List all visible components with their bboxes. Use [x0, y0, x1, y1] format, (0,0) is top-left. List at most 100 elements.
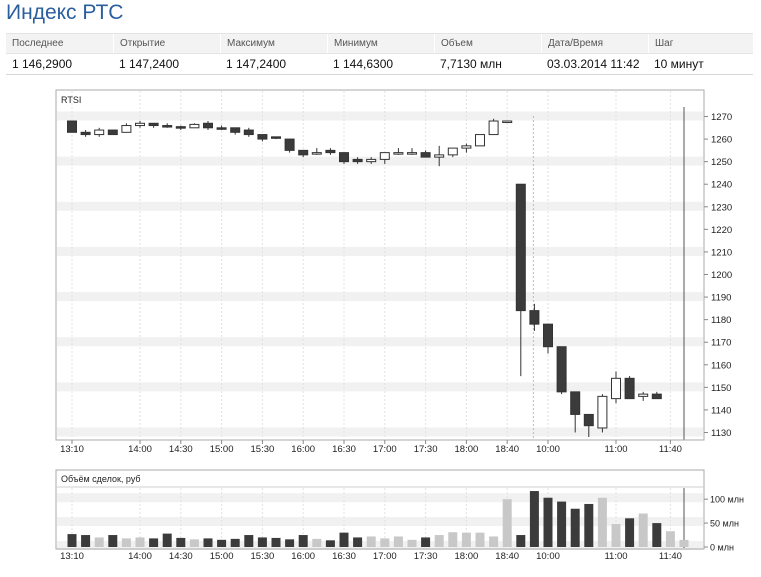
volume-bar[interactable]	[230, 538, 240, 547]
candle-body[interactable]	[203, 122, 213, 129]
volume-bar[interactable]	[285, 539, 295, 547]
candle-body[interactable]	[243, 129, 254, 136]
volume-xtick-label: 10:00	[536, 551, 560, 562]
price-ytick-label: 1170	[711, 338, 731, 349]
volume-bar[interactable]	[94, 537, 104, 547]
candle-body[interactable]	[570, 391, 581, 415]
candle-body[interactable]	[379, 152, 390, 160]
candle-body[interactable]	[556, 346, 567, 393]
candle-body[interactable]	[94, 129, 105, 136]
candle-body[interactable]	[175, 126, 186, 129]
volume-bar[interactable]	[162, 533, 172, 547]
candle-body[interactable]	[189, 123, 200, 129]
volume-bar[interactable]	[312, 538, 322, 547]
volume-bar[interactable]	[407, 539, 417, 547]
volume-bar[interactable]	[298, 535, 308, 547]
volume-bar[interactable]	[257, 537, 267, 547]
value-high: 1 147,2400	[226, 57, 287, 71]
volume-bar[interactable]	[597, 497, 607, 547]
candle-body[interactable]	[488, 120, 499, 136]
candle-body[interactable]	[135, 122, 145, 127]
candle-body[interactable]	[475, 134, 485, 147]
volume-bar[interactable]	[380, 538, 390, 547]
price-ytick-label: 1150	[711, 383, 731, 394]
volume-bar[interactable]	[81, 535, 91, 547]
candle-body[interactable]	[121, 125, 132, 133]
candle-body[interactable]	[339, 152, 349, 163]
volume-bar[interactable]	[189, 539, 199, 547]
volume-bar[interactable]	[108, 535, 118, 547]
candle-body[interactable]	[107, 129, 118, 136]
volume-bar[interactable]	[393, 536, 403, 547]
volume-bar[interactable]	[217, 539, 227, 547]
candle-body[interactable]	[407, 152, 417, 155]
candle-body[interactable]	[311, 152, 322, 155]
volume-bar[interactable]	[67, 534, 77, 547]
candle-body[interactable]	[298, 149, 309, 156]
candle-body[interactable]	[80, 131, 91, 136]
volume-bar[interactable]	[625, 518, 635, 547]
candle-body[interactable]	[583, 413, 594, 427]
candle-body[interactable]	[420, 152, 431, 158]
candle-body[interactable]	[271, 136, 281, 139]
volume-bar[interactable]	[502, 499, 512, 547]
volume-bar[interactable]	[516, 535, 526, 547]
volume-bar[interactable]	[135, 537, 145, 547]
candle-body[interactable]	[230, 127, 241, 133]
volume-bar[interactable]	[665, 531, 675, 547]
volume-bar[interactable]	[176, 537, 186, 547]
volume-bar[interactable]	[121, 538, 131, 547]
candle-body[interactable]	[216, 127, 227, 130]
volume-bar[interactable]	[366, 536, 376, 547]
volume-bar[interactable]	[529, 491, 539, 547]
candle-body[interactable]	[352, 158, 363, 163]
volume-xtick-label: 15:30	[251, 551, 275, 562]
candle-body[interactable]	[515, 183, 526, 312]
volume-bar[interactable]	[570, 508, 580, 547]
volume-bar[interactable]	[461, 532, 471, 547]
price-xtick-label: 15:30	[251, 444, 275, 455]
volume-bar[interactable]	[448, 532, 458, 547]
candle-body[interactable]	[502, 120, 513, 124]
volume-bar[interactable]	[353, 537, 363, 547]
volume-bar[interactable]	[244, 535, 254, 547]
volume-bar[interactable]	[271, 537, 281, 547]
candle-body[interactable]	[597, 395, 608, 429]
candle-body[interactable]	[638, 393, 649, 397]
volume-bar[interactable]	[489, 536, 499, 547]
volume-bar[interactable]	[325, 540, 335, 547]
candle-body[interactable]	[162, 125, 173, 128]
candle-body[interactable]	[529, 310, 540, 325]
volume-bar[interactable]	[339, 532, 349, 547]
volume-bar[interactable]	[421, 537, 431, 547]
price-ytick-label: 1210	[711, 247, 732, 258]
candle-body[interactable]	[325, 149, 336, 154]
candle-body[interactable]	[543, 323, 553, 348]
candle-body[interactable]	[284, 138, 295, 151]
candle-body[interactable]	[366, 158, 377, 163]
volume-bar[interactable]	[584, 503, 594, 547]
volume-bar[interactable]	[652, 523, 662, 547]
candle-body[interactable]	[257, 134, 268, 140]
volume-bar[interactable]	[543, 497, 553, 547]
candle-body[interactable]	[447, 147, 458, 156]
volume-xtick-label: 18:40	[495, 551, 519, 562]
candle-body[interactable]	[393, 152, 404, 155]
volume-bar[interactable]	[434, 535, 444, 547]
volume-bar[interactable]	[475, 532, 485, 547]
candle-body[interactable]	[148, 122, 159, 127]
candle-body[interactable]	[434, 154, 445, 158]
volume-bar[interactable]	[679, 539, 689, 547]
volume-bar[interactable]	[638, 513, 648, 547]
volume-xtick-label: 14:00	[128, 551, 152, 562]
candle-body[interactable]	[611, 377, 621, 400]
candle-body[interactable]	[651, 393, 662, 400]
candle-body[interactable]	[624, 377, 635, 400]
volume-bar[interactable]	[611, 524, 621, 547]
volume-bar[interactable]	[203, 538, 213, 547]
volume-bar[interactable]	[557, 501, 567, 547]
candle-body[interactable]	[461, 145, 472, 149]
candle-body[interactable]	[67, 120, 77, 133]
volume-bar[interactable]	[149, 538, 159, 547]
